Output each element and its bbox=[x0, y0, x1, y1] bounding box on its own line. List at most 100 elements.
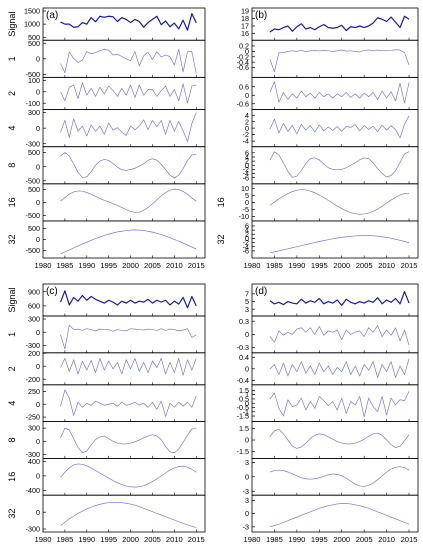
y-tick-label: 0 bbox=[245, 124, 249, 133]
subplot-frame bbox=[42, 421, 206, 459]
signal-line bbox=[60, 13, 197, 31]
signal-line bbox=[59, 290, 197, 309]
y-tick-label: -1.5 bbox=[237, 412, 249, 421]
panel-3: 357-0.300.3-0.400.4-1.5-1-0.500.511.5-1.… bbox=[237, 283, 419, 544]
y-tick-label: -3 bbox=[243, 487, 249, 496]
subplot-row: 500 1000 1500 Signal bbox=[7, 7, 206, 42]
x-tick-label: 2005 bbox=[144, 535, 161, 544]
component-line bbox=[269, 358, 410, 378]
row-label: 32 bbox=[216, 234, 226, 244]
row-label: 4 bbox=[7, 126, 17, 131]
y-tick-label: 200 bbox=[28, 349, 40, 358]
y-tick-label: -0.5 bbox=[237, 403, 249, 412]
x-tick-label: 2015 bbox=[188, 261, 205, 270]
subplot-row: -3 0 3 bbox=[243, 457, 419, 496]
y-tick-label: 3 bbox=[245, 458, 249, 467]
x-tick-label: 1980 bbox=[244, 261, 261, 270]
subplot-row: -250 0 250 4 bbox=[7, 384, 206, 422]
y-tick-label: -200 bbox=[26, 375, 40, 384]
y-tick-label: 100 bbox=[28, 76, 40, 85]
y-tick-label: 600 bbox=[28, 302, 40, 311]
y-tick-label: 4 bbox=[245, 153, 249, 162]
subplot-frame bbox=[42, 457, 206, 496]
row-label: 2 bbox=[7, 366, 17, 371]
subplot-row: -100 0 100 2 bbox=[7, 76, 206, 111]
y-tick-label: 0 bbox=[36, 328, 40, 337]
subplot-row: -3 0 3 bbox=[243, 494, 419, 533]
x-tick-label: 1995 bbox=[311, 535, 328, 544]
x-tick-label: 2000 bbox=[333, 261, 350, 270]
x-tick-label: 1995 bbox=[100, 261, 117, 270]
x-tick-label: 1995 bbox=[100, 535, 117, 544]
x-tick-label: 2010 bbox=[378, 261, 395, 270]
component-line bbox=[269, 325, 410, 346]
x-tick-label: 2015 bbox=[401, 535, 418, 544]
subplot-frame bbox=[251, 457, 419, 496]
y-tick-label: 0 bbox=[245, 91, 249, 100]
panel-label: (d) bbox=[255, 286, 267, 297]
y-tick-label: 300 bbox=[28, 424, 40, 433]
subplot-row: 600 900 Signal bbox=[7, 283, 206, 317]
subplot-row: -1.5-1-0.500.511.5 bbox=[237, 384, 419, 422]
subplot-row: -200 0 200 2 bbox=[7, 349, 206, 386]
y-tick-label: 400 bbox=[28, 457, 40, 466]
signal-line bbox=[269, 290, 410, 306]
y-tick-label: 0 bbox=[245, 47, 249, 56]
x-tick-label: 1990 bbox=[78, 261, 95, 270]
component-line bbox=[269, 151, 410, 178]
y-tick-label: 19 bbox=[241, 7, 249, 16]
y-tick-label: -100 bbox=[26, 99, 40, 108]
signal-line bbox=[269, 15, 410, 33]
row-label: 2 bbox=[7, 91, 17, 96]
y-tick-label: 2 bbox=[245, 230, 249, 239]
y-tick-label: 5 bbox=[245, 297, 249, 306]
y-tick-label: -300 bbox=[26, 525, 40, 534]
y-tick-label: 0 bbox=[245, 436, 249, 445]
component-line bbox=[269, 189, 410, 215]
subplot-row: -400 0 400 16 bbox=[7, 457, 206, 496]
component-line bbox=[60, 49, 197, 74]
x-tick-label: 1990 bbox=[288, 535, 305, 544]
subplot-row: -0.600.6 bbox=[237, 76, 419, 111]
x-tick-label: 1985 bbox=[56, 535, 73, 544]
y-tick-label: 1000 bbox=[24, 20, 40, 29]
y-tick-label: 500 bbox=[28, 148, 40, 157]
component-line bbox=[60, 152, 197, 179]
y-tick-label: 0 bbox=[245, 364, 249, 373]
y-tick-label: 0.3 bbox=[239, 317, 249, 326]
y-tick-label: 5 bbox=[245, 191, 249, 200]
row-label: 32 bbox=[7, 234, 17, 244]
y-tick-label: -3 bbox=[243, 522, 249, 531]
subplot-row: -300 0 300 4 bbox=[7, 108, 206, 148]
x-tick-label: 1980 bbox=[35, 535, 52, 544]
x-tick-label: 2005 bbox=[356, 535, 373, 544]
y-tick-label: 1.5 bbox=[239, 424, 249, 433]
y-tick-label: 17 bbox=[241, 22, 249, 31]
subplot-frame bbox=[42, 384, 206, 422]
panel-2: 600900Signal-30003001-20002002-25002504-… bbox=[7, 283, 206, 544]
y-tick-label: 1 bbox=[245, 390, 249, 399]
y-tick-label: 2 bbox=[245, 117, 249, 126]
y-tick-label: -400 bbox=[26, 486, 40, 495]
y-tick-label: 0.4 bbox=[239, 353, 249, 362]
row-label: 32 bbox=[7, 509, 17, 519]
subplot-row: -300 0 32 bbox=[7, 494, 206, 534]
y-tick-label: -0.6 bbox=[237, 99, 249, 108]
row-label: Signal bbox=[7, 287, 17, 312]
x-tick-label: 2010 bbox=[166, 261, 183, 270]
y-tick-label: 0 bbox=[36, 362, 40, 371]
subplot-frame bbox=[251, 384, 419, 422]
x-tick-label: 1985 bbox=[266, 261, 283, 270]
panel-0: 500 1000 1500 Signal -500 0 500 1 -100 0 100 2 -300 0… bbox=[7, 7, 206, 270]
y-tick-label: 0 bbox=[245, 399, 249, 408]
y-tick-label: 0 bbox=[36, 437, 40, 446]
y-tick-label: 0 bbox=[36, 471, 40, 480]
subplot-row: -1.5 0 1.5 bbox=[237, 421, 419, 459]
y-tick-label: 300 bbox=[28, 315, 40, 324]
x-tick-label: 2015 bbox=[401, 261, 418, 270]
y-tick-label: -0.6 bbox=[237, 63, 249, 72]
